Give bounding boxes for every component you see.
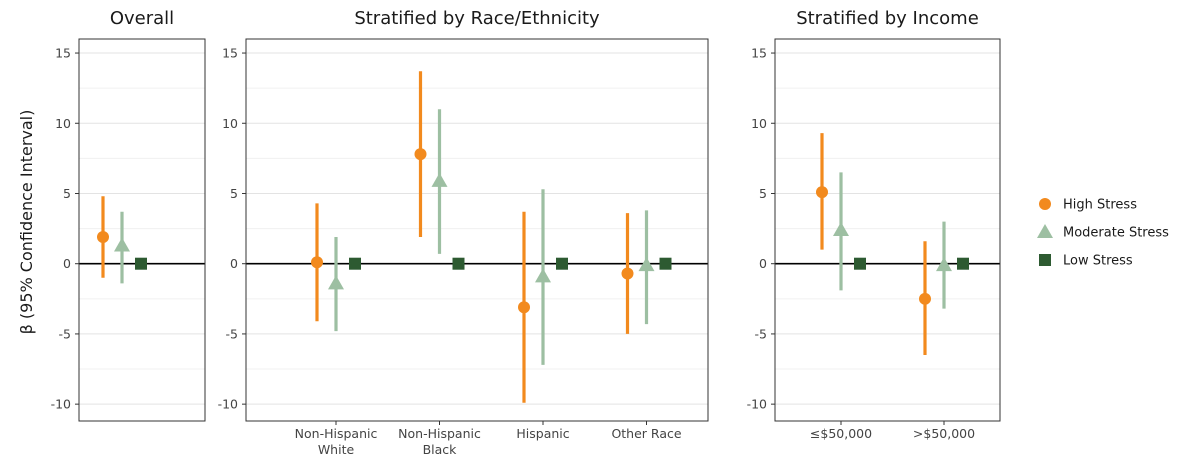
high-stress-point (621, 267, 634, 280)
y-axis-title: β (95% Confidence Interval) (17, 110, 36, 335)
x-category-label: Non-Hispanic Black (398, 426, 481, 457)
y-tick-label: 10 (222, 116, 238, 131)
legend-key-high-stress (1039, 198, 1051, 210)
y-tick-label: 5 (759, 186, 767, 201)
y-tick-label: -5 (755, 326, 767, 341)
y-tick-label: -5 (226, 326, 238, 341)
y-tick-label: 5 (230, 186, 238, 201)
y-tick-label: 15 (55, 46, 71, 61)
y-tick-label: 10 (55, 116, 71, 131)
high-stress-point (97, 231, 109, 244)
y-tick-label: 15 (751, 46, 767, 61)
y-tick-label: -10 (51, 397, 71, 412)
x-category-label: ≤$50,000 (810, 426, 872, 441)
legend-key-low-stress (1039, 254, 1051, 266)
moderate-stress-point (328, 275, 344, 290)
y-tick-label: 10 (751, 116, 767, 131)
moderate-stress-point (936, 257, 952, 272)
low-stress-point (957, 257, 969, 270)
y-tick-label: -5 (59, 326, 71, 341)
y-tick-label: 15 (222, 46, 238, 61)
panel-1: Overall 15 10 5 0 -5 -10 (51, 8, 206, 422)
panel-border (78, 38, 206, 422)
y-tick-label: 5 (63, 186, 71, 201)
high-stress-point (311, 256, 323, 269)
low-stress-point (854, 257, 866, 270)
y-tick-label: 0 (759, 256, 767, 271)
high-stress-point (816, 186, 828, 199)
panel-border (245, 38, 709, 422)
y-tick-label: -10 (218, 397, 238, 412)
y-tick-label: -10 (747, 397, 767, 412)
legend-label: High Stress (1063, 198, 1137, 213)
moderate-stress-point (833, 222, 849, 236)
legend-label: Moderate Stress (1063, 226, 1169, 241)
moderate-stress-point (638, 257, 655, 272)
x-category-label: Hispanic (516, 426, 569, 441)
panel-title: Stratified by Income (796, 8, 979, 29)
low-stress-point (556, 257, 568, 270)
low-stress-point (349, 257, 361, 270)
panel-2: Stratified by Race/Ethnicity 15 10 5 0 -5 -10 N… (218, 8, 709, 457)
low-stress-point (135, 257, 147, 270)
legend-key-moderate-stress (1037, 224, 1053, 238)
x-category-label: Non-Hispanic White (295, 426, 378, 457)
x-category-label: Other Race (611, 426, 681, 441)
y-tick-label: 0 (63, 256, 71, 271)
high-stress-point (414, 148, 427, 161)
legend: High Stress Moderate Stress Low Stress (1037, 198, 1169, 269)
panel-3: Stratified by Income 15 10 5 0 -5 -10 ≤$50,000 >… (747, 8, 1001, 441)
moderate-stress-point (114, 237, 130, 252)
panel-title: Overall (110, 8, 174, 29)
moderate-stress-point (535, 268, 551, 283)
moderate-stress-point (431, 172, 448, 187)
low-stress-point (452, 257, 465, 270)
panel-border (774, 38, 1001, 422)
x-category-label: >$50,000 (913, 426, 975, 441)
panel-title: Stratified by Race/Ethnicity (354, 8, 600, 29)
high-stress-point (518, 301, 530, 314)
y-tick-label: 0 (230, 256, 238, 271)
legend-label: Low Stress (1063, 254, 1133, 269)
low-stress-point (659, 257, 672, 270)
high-stress-point (919, 292, 931, 305)
